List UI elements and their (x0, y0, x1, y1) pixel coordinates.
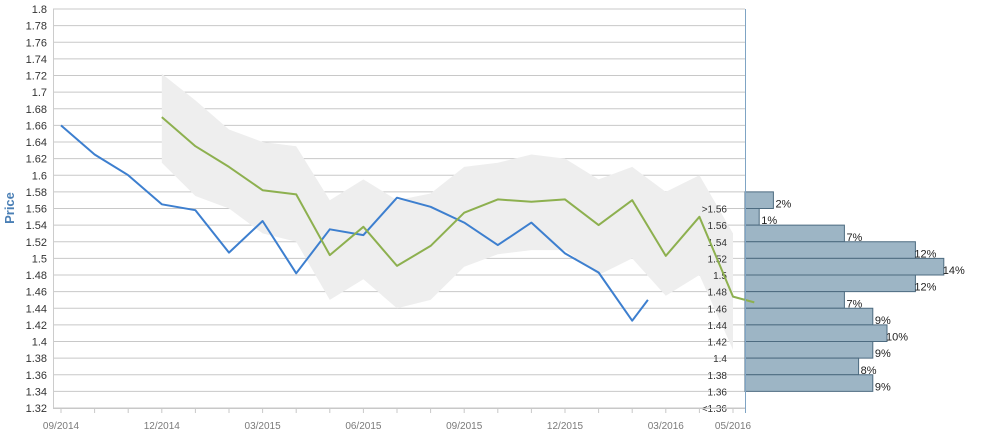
y-tick-label: 1.46 (26, 287, 47, 299)
y-tick-label: 1.64 (26, 137, 47, 149)
distribution-percent-label: 12% (914, 248, 936, 260)
y-tick-label: 1.56 (26, 204, 47, 216)
y-tick-label: 1.58 (26, 187, 47, 199)
y-tick-label: 1.74 (26, 54, 47, 66)
distribution-bucket-label: 1.42 (708, 338, 728, 349)
y-tick-label: 1.44 (26, 303, 47, 315)
y-tick-label: 1.38 (26, 353, 47, 365)
distribution-bar (744, 374, 874, 392)
distribution-percent-label: 9% (875, 315, 891, 327)
axes: 1.8 1.78 1.76 1.74 1.72 1.7 1.68 1.66 1.64 1.62 1.… (26, 4, 752, 432)
y-tick-label: 1.62 (26, 154, 47, 166)
forecast-range-band (161, 73, 734, 350)
y-tick-label: 1.36 (26, 370, 47, 382)
distribution-percent-label: 9% (875, 381, 891, 393)
distribution-bucket-label: 1.4 (713, 354, 727, 365)
distribution-bucket-label: <1.36 (702, 404, 728, 415)
distribution-bar (744, 224, 845, 243)
distribution-bucket-label: 1.5 (713, 271, 727, 282)
distribution-percent-label: 8% (861, 365, 877, 377)
distribution-percent-label: 14% (943, 265, 965, 277)
distribution-bucket-label: 1.44 (708, 321, 728, 332)
distribution-bar (744, 208, 760, 226)
x-tick-label: 09/2014 (43, 421, 80, 432)
y-axis-label: Price (2, 192, 17, 224)
y-tick-label: 1.5 (32, 253, 47, 265)
price-lines (60, 116, 755, 322)
distribution-bar (744, 241, 916, 259)
y-tick-label: 1.68 (26, 104, 47, 116)
y-tick-label: 1.32 (26, 403, 47, 415)
distribution-percent-label: 1% (761, 215, 777, 227)
distribution-bar (744, 274, 916, 293)
x-tick-label: 05/2016 (715, 421, 752, 432)
distribution-percent-label: 10% (886, 332, 908, 344)
distribution-percent-label: 2% (775, 199, 791, 211)
x-tick-label: 12/2014 (144, 421, 181, 432)
distribution-bar (744, 257, 945, 276)
y-tick-label: 1.52 (26, 237, 47, 249)
distribution-percent-label: 7% (846, 232, 862, 244)
y-tick-label: 1.48 (26, 270, 47, 282)
x-tick-label: 12/2015 (547, 421, 584, 432)
distribution-bucket-label: 1.46 (708, 304, 728, 315)
distribution-bar (744, 307, 874, 326)
distribution-bar (744, 341, 874, 359)
y-tick-label: 1.7 (32, 87, 47, 99)
x-tick-label: 03/2016 (648, 421, 685, 432)
distribution-percent-label: 7% (846, 298, 862, 310)
x-tick-label: 09/2015 (446, 421, 483, 432)
y-tick-label: 1.78 (26, 21, 47, 33)
y-tick-label: 1.42 (26, 320, 47, 332)
distribution-bucket-label: 1.36 (708, 387, 728, 398)
price-distribution: 2% 1% 7% 12% 14% 12% 7% 9% 10% 9% 8% 9% >1.56 1.56 1.5… (702, 191, 965, 415)
y-tick-label: 1.34 (26, 386, 47, 398)
distribution-bucket-label: 1.48 (708, 288, 728, 299)
distribution-bar (744, 291, 845, 309)
distribution-bucket-label: 1.54 (708, 238, 728, 249)
y-tick-label: 1.76 (26, 37, 47, 49)
y-tick-label: 1.6 (32, 170, 47, 182)
y-tick-label: 1.8 (32, 4, 47, 16)
distribution-bar (744, 324, 888, 342)
distribution-bucket-label: 1.56 (708, 221, 728, 232)
distribution-bucket-label: 1.38 (708, 371, 728, 382)
x-tick-label: 06/2015 (345, 421, 382, 432)
y-tick-label: 1.72 (26, 71, 47, 83)
distribution-percent-label: 9% (875, 348, 891, 360)
y-tick-label: 1.4 (32, 337, 47, 349)
distribution-percent-label: 12% (914, 282, 936, 294)
distribution-bar (744, 357, 860, 376)
y-tick-label: 1.54 (26, 220, 47, 232)
y-tick-label: 1.66 (26, 120, 47, 132)
forecast-band-area (161, 73, 734, 350)
distribution-bucket-label: >1.56 (702, 205, 728, 216)
x-tick-label: 03/2015 (245, 421, 282, 432)
distribution-bar (744, 191, 774, 209)
